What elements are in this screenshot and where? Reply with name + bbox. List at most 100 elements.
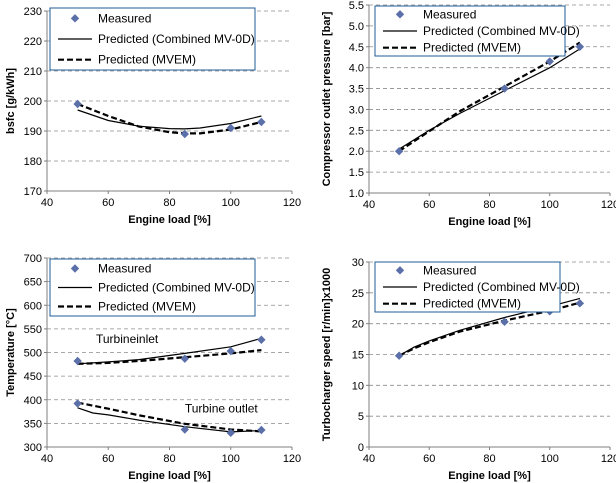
y-tick-label: 600 <box>24 300 42 312</box>
y-tick-label: 210 <box>24 66 42 78</box>
y-tick-label: 500 <box>24 348 42 360</box>
x-tick-label: 60 <box>102 197 114 209</box>
measured-point <box>257 117 266 127</box>
measured-point <box>226 123 235 133</box>
y-tick-label: 30 <box>352 257 364 269</box>
chart-panel-1: 170 180 190 200 210 220 230 40 60 80 100 120 Engine … <box>5 6 301 226</box>
y-tick-label: 4.5 <box>349 42 364 54</box>
measured-point <box>180 129 190 139</box>
y-tick-label: 2.5 <box>349 125 364 137</box>
y-tick-label: 230 <box>24 6 42 18</box>
y-tick-label: 15 <box>352 350 364 362</box>
y-axis-label: Compressor outlet pressure [bar] <box>321 11 333 186</box>
y-tick-label: 180 <box>24 156 42 168</box>
x-tick-label: 120 <box>283 197 301 209</box>
x-tick-label: 80 <box>483 453 495 465</box>
y-tick-label: 1.5 <box>349 167 364 179</box>
measured-point <box>180 354 190 363</box>
legend-label: Measured <box>98 11 151 25</box>
x-tick-label: 100 <box>541 453 559 465</box>
measured-point <box>575 299 585 308</box>
x-tick-label: 40 <box>41 197 53 209</box>
y-tick-label: 220 <box>24 36 42 48</box>
x-tick-label: 120 <box>283 453 301 465</box>
x-tick-label: 40 <box>363 199 375 211</box>
x-tick-label: 80 <box>163 453 175 465</box>
y-tick-label: 400 <box>24 395 42 407</box>
legend: Measured Predicted (Combined MV-0D) Predic… <box>49 258 256 317</box>
measured-point <box>545 57 554 66</box>
legend-label: Measured <box>423 263 476 277</box>
y-tick-label: 3.0 <box>349 104 364 116</box>
x-axis-label: Engine load [%] <box>448 470 531 482</box>
measured-point <box>73 99 82 109</box>
y-tick-label: 3.5 <box>349 84 364 96</box>
legend-marker-measured <box>70 264 80 273</box>
chart-panel-4: 0 5 10 15 20 25 30 40 60 80 100 120 Engine load [%] T… <box>321 257 616 482</box>
series-line-mvem <box>77 349 262 365</box>
measured-point <box>500 317 509 327</box>
legend-label: Predicted (Combined MV-0D) <box>423 24 580 38</box>
y-axis-label: Turbocharger speed [r/min]x1000 <box>321 268 333 441</box>
y-tick-label: 350 <box>24 418 42 430</box>
x-tick-label: 120 <box>601 199 616 211</box>
legend-marker-measured <box>70 14 80 23</box>
x-tick-label: 60 <box>423 453 435 465</box>
y-tick-label: 300 <box>24 442 42 454</box>
y-tick-label: 5.5 <box>349 0 364 12</box>
measured-point <box>257 425 266 435</box>
x-tick-label: 60 <box>423 199 435 211</box>
y-tick-label: 5.0 <box>349 21 364 33</box>
legend-label: Predicted (MVEM) <box>98 53 196 67</box>
legend: Measured Predicted (Combined MV-0D) Predic… <box>374 261 580 313</box>
y-tick-label: 0 <box>358 442 364 454</box>
x-tick-label: 80 <box>163 197 175 209</box>
series-line-mvem <box>398 41 581 153</box>
x-tick-label: 100 <box>222 453 240 465</box>
annotation-label: Turbineinlet <box>96 332 159 346</box>
x-tick-label: 120 <box>601 453 616 465</box>
legend-label: Predicted (Combined MV-0D) <box>98 281 255 295</box>
series-line-combined-mv0d <box>77 109 262 130</box>
y-tick-label: 1.0 <box>349 188 364 200</box>
legend-label: Measured <box>423 7 476 21</box>
x-tick-label: 100 <box>222 197 240 209</box>
measured-point <box>226 346 235 356</box>
measured-point <box>394 147 404 156</box>
y-tick-label: 550 <box>24 324 42 336</box>
y-axis-label: Temperature [°C] <box>5 308 17 397</box>
legend-label: Predicted (MVEM) <box>423 297 521 311</box>
series-line-mvem <box>77 401 262 433</box>
y-tick-label: 700 <box>24 253 42 265</box>
legend: Measured Predicted (Combined MV-0D) Predic… <box>49 7 256 71</box>
legend-marker-measured <box>395 266 405 275</box>
legend-label: Predicted (Combined MV-0D) <box>98 32 255 46</box>
measured-point <box>73 399 82 408</box>
series-line-combined-mv0d <box>77 337 262 365</box>
legend-label: Predicted (Combined MV-0D) <box>423 280 580 294</box>
x-axis-label: Engine load [%] <box>128 470 211 482</box>
legend-label: Measured <box>98 262 151 276</box>
x-axis-label: Engine load [%] <box>128 214 211 226</box>
measured-point <box>73 356 82 366</box>
y-tick-label: 25 <box>352 288 364 300</box>
y-tick-label: 200 <box>24 96 42 108</box>
measured-point <box>500 84 509 93</box>
x-tick-label: 40 <box>363 453 375 465</box>
y-tick-label: 5 <box>358 411 364 423</box>
legend: Measured Predicted (Combined MV-0D) Predic… <box>374 5 580 57</box>
x-tick-label: 40 <box>41 453 53 465</box>
measured-point <box>575 42 585 51</box>
y-tick-label: 10 <box>352 380 364 392</box>
y-axis-label: bsfc [g/kWh] <box>5 68 17 134</box>
y-tick-label: 170 <box>24 186 42 198</box>
measured-point <box>394 351 404 360</box>
series-line-mvem <box>77 102 262 135</box>
measured-point <box>226 428 235 438</box>
y-tick-label: 2.0 <box>349 146 364 158</box>
measured-point <box>180 425 190 434</box>
y-tick-label: 20 <box>352 319 364 331</box>
legend-label: Predicted (MVEM) <box>423 41 521 55</box>
legend-marker-measured <box>395 10 405 19</box>
